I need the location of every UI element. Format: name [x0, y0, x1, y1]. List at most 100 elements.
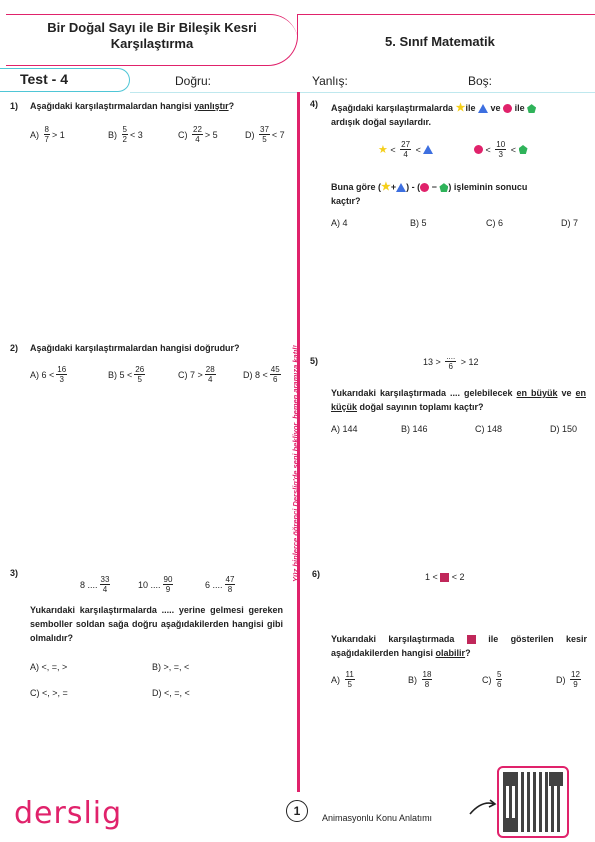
option-value: 7	[573, 218, 579, 228]
q5-expression: 13 > .... 6 > 12	[423, 352, 478, 371]
numerator: 45	[269, 365, 281, 375]
q3-option-d[interactable]: D) <, =, <	[152, 688, 190, 698]
q5-text-b: ve	[557, 388, 576, 398]
option-label: A)	[331, 218, 340, 228]
q4-option-c[interactable]: C) 6	[486, 218, 503, 228]
q4-line1-text: Aşağıdaki karşılaştırmalarda	[331, 103, 454, 113]
fraction: 16 3	[56, 365, 68, 384]
option-label: A)	[30, 369, 39, 380]
numerator: 28	[204, 365, 216, 375]
q4-option-d[interactable]: D) 7	[561, 218, 578, 228]
numerator: 8	[43, 125, 50, 135]
denominator: 5	[137, 375, 142, 384]
q1-option-a[interactable]: A) 8 7 > 1	[30, 125, 65, 144]
fraction: 90 9	[162, 575, 174, 594]
expr-lhs: 1 <	[425, 572, 438, 582]
numerator: 16	[56, 365, 68, 375]
derslig-logo[interactable]: derslig	[14, 796, 123, 831]
numerator: 5	[121, 125, 128, 135]
fraction: 10 3	[495, 140, 507, 159]
q3-option-c[interactable]: C) <, >, =	[30, 688, 68, 698]
q4-question-line-2: kaçtır?	[331, 196, 361, 206]
lt-sign: <	[485, 144, 491, 155]
numerator: 10	[495, 140, 507, 150]
q6-expression: 1 < < 2	[425, 572, 465, 582]
q1-option-d[interactable]: D) 37 5 < 7	[245, 125, 285, 144]
pentagon-icon	[527, 104, 537, 114]
option-lhs: 5 <	[119, 369, 133, 380]
q5-number: 5)	[310, 356, 319, 366]
animation-link-text[interactable]: Animasyonlu Konu Anlatımı	[322, 813, 433, 823]
empty-label: Boş:	[468, 74, 493, 88]
lt-sign: <	[390, 144, 396, 155]
option-label: A)	[331, 674, 340, 685]
numerator: 5	[496, 670, 503, 680]
fraction: .... 6	[445, 352, 457, 371]
denominator: 2	[122, 135, 127, 144]
option-label: C)	[178, 369, 188, 380]
option-value: 148	[487, 424, 503, 434]
q6-option-d[interactable]: D) 12 9	[556, 670, 583, 689]
option-label: C)	[30, 688, 40, 698]
qr-code[interactable]	[497, 766, 569, 838]
q6-option-a[interactable]: A) 11 5	[331, 670, 357, 689]
q4-ve: ve	[490, 103, 501, 113]
q3-option-b[interactable]: B) >, =, <	[152, 662, 189, 672]
q1-option-b[interactable]: B) 5 2 < 3	[108, 125, 143, 144]
q4-ile-1: ile	[465, 103, 476, 113]
expr-rhs: > 12	[460, 356, 479, 367]
q1-text-a: Aşağıdaki karşılaştırmalardan hangisi	[30, 101, 195, 111]
q2-option-b[interactable]: B) 5 <26 5	[108, 365, 147, 384]
fraction: 12 9	[570, 670, 581, 689]
option-rhs: > 1	[51, 129, 65, 140]
star-icon: ★	[381, 181, 391, 193]
correct-label: Doğru:	[175, 74, 212, 88]
q2-option-c[interactable]: C) 7 >28 4	[178, 365, 218, 384]
numerator: 47	[224, 575, 236, 585]
pentagon-icon	[439, 183, 449, 193]
score-underline	[130, 92, 595, 93]
q3-option-a[interactable]: A) <, =, >	[30, 662, 67, 672]
fraction: 28 4	[204, 365, 216, 384]
denominator: 4	[102, 585, 108, 594]
q4-option-b[interactable]: B) 5	[410, 218, 427, 228]
fraction: 33 4	[99, 575, 111, 594]
title-box	[6, 14, 298, 66]
q6-text-a: Yukarıdaki karşılaştırmada	[331, 634, 455, 644]
q5-text-underlined-1: en büyük	[516, 388, 558, 398]
denominator: 6	[497, 680, 502, 689]
q4-question-line-1: Buna göre (★+) - ( − ) işleminin sonucu	[331, 181, 528, 193]
q4-line-2: ardışık doğal sayılardır.	[331, 117, 432, 127]
q1-text: Aşağıdaki karşılaştırmalardan hangisi ya…	[30, 99, 234, 113]
numerator: 18	[421, 670, 433, 680]
wrong-label: Yanlış:	[312, 74, 348, 88]
q4-question-b: ) işleminin sonucu	[448, 182, 528, 192]
fraction: 45 6	[269, 365, 281, 384]
q5-option-b[interactable]: B) 146	[401, 424, 428, 434]
option-label: C)	[178, 129, 188, 140]
option-value: <, =, >	[41, 662, 68, 672]
q5-option-d[interactable]: D) 150	[550, 424, 577, 434]
q6-text-c: ?	[465, 648, 471, 658]
q4-expression-1: ★ < 27 4 <	[378, 140, 434, 159]
option-value: 150	[562, 424, 578, 434]
q2-option-d[interactable]: D) 8 <45 6	[243, 365, 283, 384]
q4-option-a[interactable]: A) 4	[331, 218, 348, 228]
q5-option-c[interactable]: C) 148	[475, 424, 502, 434]
triangle-icon	[396, 183, 407, 193]
option-value: 144	[342, 424, 358, 434]
q2-option-a[interactable]: A) 6 <16 3	[30, 365, 69, 384]
q1-text-underlined: yanlıştır	[194, 101, 229, 111]
option-label: D)	[550, 424, 560, 434]
star-icon: ★	[455, 102, 466, 114]
test-label: Test - 4	[20, 71, 68, 87]
title-line-1: Bir Doğal Sayı ile Bir Bileşik Kesri	[47, 20, 257, 35]
q6-option-b[interactable]: B) 18 8	[408, 670, 434, 689]
option-rhs: < 3	[129, 129, 143, 140]
q1-option-c[interactable]: C) 22 4 > 5	[178, 125, 218, 144]
denominator: 3	[59, 375, 64, 384]
q5-option-a[interactable]: A) 144	[331, 424, 358, 434]
